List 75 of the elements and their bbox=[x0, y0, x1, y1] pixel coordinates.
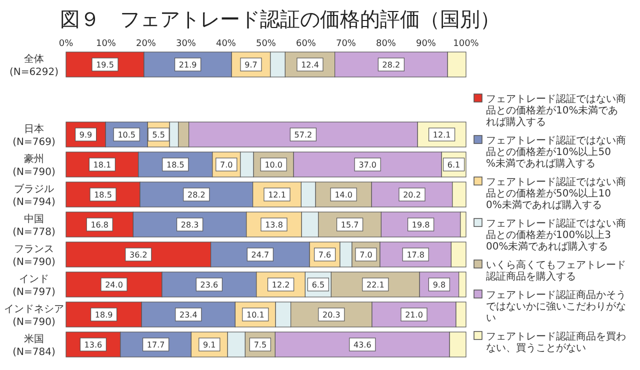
x-tick-label: 60% bbox=[296, 39, 316, 49]
x-tick-label: 20% bbox=[136, 39, 156, 49]
data-label: 19.8 bbox=[412, 220, 430, 230]
data-label: 15.7 bbox=[340, 220, 359, 230]
x-tick-label: 70% bbox=[336, 39, 356, 49]
data-label: 18.9 bbox=[94, 310, 113, 320]
data-label: 28.2 bbox=[187, 190, 206, 200]
data-label: 9.7 bbox=[244, 60, 258, 70]
data-label: 12.2 bbox=[272, 280, 290, 290]
data-label: 13.6 bbox=[84, 340, 102, 350]
data-label: 18.1 bbox=[93, 160, 112, 170]
y-tick-label: ブラジル (N=794) bbox=[12, 183, 56, 208]
x-tick-label: 10% bbox=[96, 39, 116, 49]
data-label: 7.0 bbox=[220, 160, 233, 170]
y-tick-label: 米国 (N=784) bbox=[12, 333, 56, 358]
data-label: 9.8 bbox=[432, 280, 446, 290]
data-label: 6.5 bbox=[312, 280, 325, 290]
data-label: 6.1 bbox=[447, 160, 460, 170]
data-label: 17.8 bbox=[406, 250, 425, 260]
data-label: 12.1 bbox=[268, 190, 286, 200]
chart-title: 図９ フェアトレード認証の価格的評価（国別） bbox=[60, 7, 500, 31]
y-tick-label: 中国 (N=778) bbox=[12, 213, 56, 238]
data-label: 17.7 bbox=[146, 340, 165, 350]
data-label: 20.3 bbox=[322, 310, 340, 320]
x-tick-label: 80% bbox=[376, 39, 396, 49]
data-label: 57.2 bbox=[294, 130, 312, 140]
legend-label: フェアトレード認証ではない商品との価格差が10%未満であれば購入する bbox=[486, 93, 626, 128]
x-tick-label: 30% bbox=[176, 39, 196, 49]
data-label: 7.5 bbox=[254, 340, 267, 350]
data-label: 7.6 bbox=[318, 250, 332, 260]
data-label: 36.2 bbox=[129, 250, 148, 260]
data-label: 28.2 bbox=[382, 60, 400, 70]
x-tick-label: 40% bbox=[216, 39, 236, 49]
legend-label: いくら高くてもフェアトレード認証商品を購入する bbox=[486, 259, 626, 282]
data-label: 21.9 bbox=[178, 60, 197, 70]
data-label: 43.6 bbox=[353, 340, 372, 350]
legend-label: フェアトレード認証商品かそうではないかに強いこだわりがない bbox=[486, 289, 626, 324]
data-label: 14.0 bbox=[334, 190, 353, 200]
data-label: 10.0 bbox=[264, 160, 283, 170]
data-label: 10.5 bbox=[118, 130, 136, 140]
y-tick-label: 全体 (N=6292) bbox=[9, 53, 59, 78]
data-label: 24.0 bbox=[105, 280, 123, 290]
data-label: 12.1 bbox=[432, 130, 451, 140]
data-label: 21.0 bbox=[405, 310, 423, 320]
data-label: 12.4 bbox=[301, 60, 319, 70]
data-label: 20.2 bbox=[403, 190, 421, 200]
data-label: 37.0 bbox=[358, 160, 377, 170]
data-label: 9.1 bbox=[203, 340, 216, 350]
x-tick-label: 0% bbox=[58, 39, 74, 49]
y-tick-label: 日本 (N=769) bbox=[12, 123, 56, 148]
x-tick-label: 90% bbox=[416, 39, 436, 49]
data-label: 13.8 bbox=[265, 220, 283, 230]
data-label: 19.5 bbox=[96, 60, 114, 70]
x-tick-label: 50% bbox=[256, 39, 276, 49]
y-tick-label: インドネシア (N=790) bbox=[4, 304, 64, 328]
data-label: 24.7 bbox=[251, 250, 270, 260]
y-tick-label: 豪州 (N=790) bbox=[12, 153, 56, 178]
legend-label: フェアトレード認証ではない商品との価格差が100%以上300%未満であれば購入する bbox=[486, 218, 626, 252]
y-tick-label: フランス (N=790) bbox=[12, 244, 56, 268]
data-label: 5.5 bbox=[152, 130, 165, 140]
data-label: 16.8 bbox=[90, 220, 109, 230]
y-tick-label: インド (N=797) bbox=[12, 274, 56, 298]
legend-label: フェアトレード認証ではない商品との価格差が50%以上100%未満であれば購入する bbox=[486, 176, 626, 211]
x-tick-label: 100% bbox=[453, 39, 480, 49]
legend-label: フェアトレード認証商品を買わない、買うことがない bbox=[486, 330, 626, 354]
data-label: 22.1 bbox=[366, 280, 384, 290]
data-label: 10.1 bbox=[246, 310, 264, 320]
data-label: 18.5 bbox=[94, 190, 112, 200]
data-label: 23.6 bbox=[200, 280, 218, 290]
data-label: 28.3 bbox=[180, 220, 199, 230]
data-label: 9.9 bbox=[79, 130, 92, 140]
data-label: 7.0 bbox=[360, 250, 372, 260]
legend-label: フェアトレード認証ではない商品との価格差が10%以上50%未満であれば購入する bbox=[486, 134, 626, 170]
data-label: 18.5 bbox=[166, 160, 184, 170]
data-label: 23.4 bbox=[179, 310, 198, 320]
